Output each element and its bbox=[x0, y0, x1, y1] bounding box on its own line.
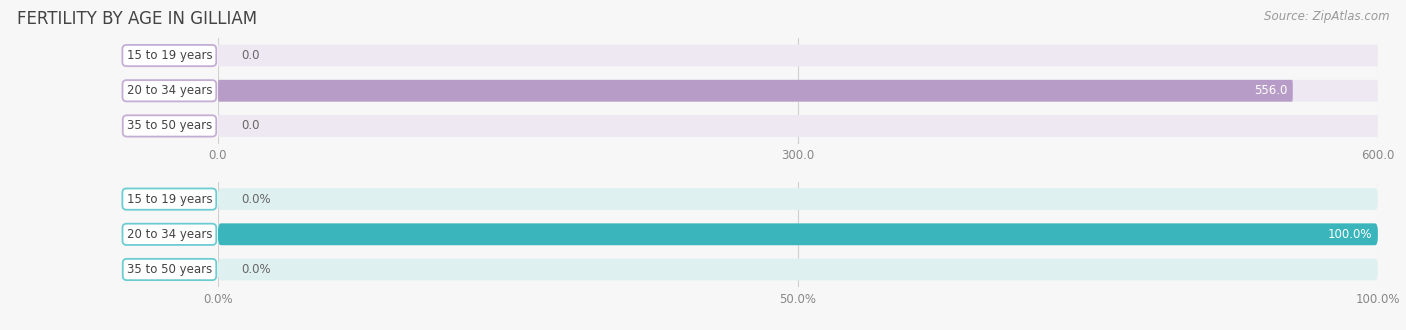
Text: 0.0: 0.0 bbox=[242, 119, 260, 132]
Text: 35 to 50 years: 35 to 50 years bbox=[127, 119, 212, 132]
Text: 20 to 34 years: 20 to 34 years bbox=[127, 84, 212, 97]
FancyBboxPatch shape bbox=[218, 223, 1378, 245]
Text: 0.0%: 0.0% bbox=[242, 193, 271, 206]
Text: 0.0%: 0.0% bbox=[242, 263, 271, 276]
Text: 0.0: 0.0 bbox=[242, 49, 260, 62]
FancyBboxPatch shape bbox=[218, 80, 1378, 102]
FancyBboxPatch shape bbox=[218, 80, 1294, 102]
Text: 20 to 34 years: 20 to 34 years bbox=[127, 228, 212, 241]
FancyBboxPatch shape bbox=[218, 223, 1378, 245]
Text: 15 to 19 years: 15 to 19 years bbox=[127, 49, 212, 62]
FancyBboxPatch shape bbox=[218, 259, 1378, 280]
FancyBboxPatch shape bbox=[218, 188, 1378, 210]
FancyBboxPatch shape bbox=[218, 45, 1378, 66]
Text: 15 to 19 years: 15 to 19 years bbox=[127, 193, 212, 206]
FancyBboxPatch shape bbox=[218, 115, 1378, 137]
Text: FERTILITY BY AGE IN GILLIAM: FERTILITY BY AGE IN GILLIAM bbox=[17, 10, 257, 28]
Text: Source: ZipAtlas.com: Source: ZipAtlas.com bbox=[1264, 10, 1389, 23]
Text: 35 to 50 years: 35 to 50 years bbox=[127, 263, 212, 276]
Text: 100.0%: 100.0% bbox=[1327, 228, 1372, 241]
Text: 556.0: 556.0 bbox=[1254, 84, 1286, 97]
